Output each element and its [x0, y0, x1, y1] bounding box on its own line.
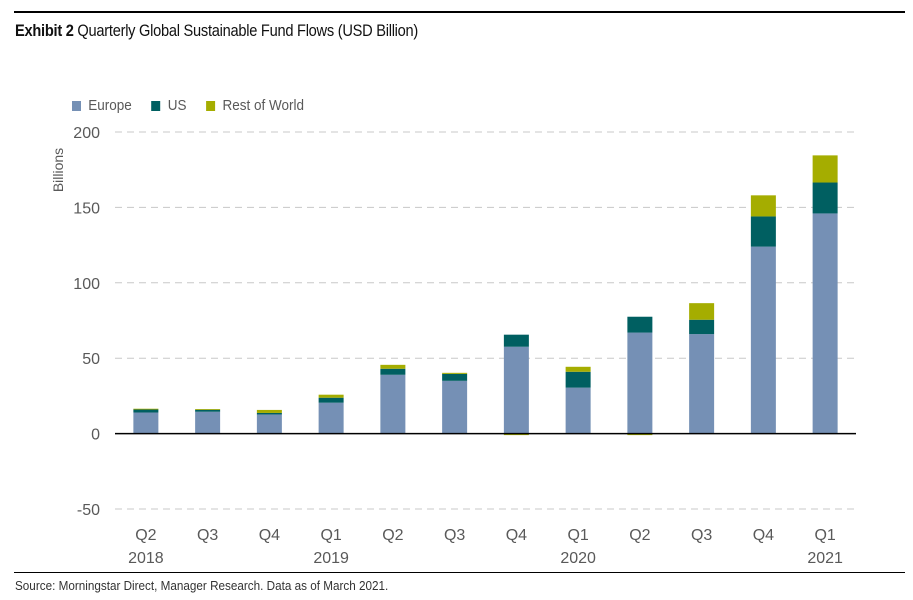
bottom-rule	[14, 572, 905, 573]
y-tick-label: 100	[73, 276, 100, 293]
title-text: Quarterly Global Sustainable Fund Flows …	[77, 21, 419, 40]
legend-label-europe: Europe	[88, 97, 132, 114]
bar-segment-europe	[442, 380, 468, 434]
bars	[133, 155, 838, 436]
y-tick-label: 150	[73, 200, 100, 217]
gridlines	[115, 131, 856, 510]
bar-segment-europe	[195, 411, 221, 434]
bar-segment-europe	[380, 374, 406, 434]
bar-segment-rest-of-world	[133, 408, 159, 410]
bar-segment-us	[750, 216, 776, 247]
bar-segment-rest-of-world	[689, 303, 715, 320]
x-tick-label-quarter: Q3	[444, 527, 465, 544]
legend-item-rest-of-world: Rest of World	[206, 97, 304, 114]
x-tick-label-quarter: Q1	[320, 527, 341, 544]
bar-segment-rest-of-world	[318, 394, 344, 398]
bar-segment-rest-of-world	[442, 372, 468, 374]
y-tick-label: 50	[82, 351, 100, 368]
x-tick-label-quarter: Q2	[135, 527, 156, 544]
bar-segment-us	[812, 182, 838, 214]
bar-segment-us	[133, 409, 159, 413]
bar-segment-europe	[256, 414, 282, 434]
bar-segment-us	[442, 373, 468, 381]
bar-segment-europe	[565, 387, 591, 434]
x-tick-label-year: 2020	[560, 550, 596, 567]
legend-label-us: US	[167, 97, 187, 114]
bar-segment-us	[627, 316, 653, 333]
bar-segment-rest-of-world	[503, 433, 529, 436]
x-tick-label-quarter: Q4	[259, 527, 280, 544]
x-axis-ticks: Q2 2018 Q3 Q4 Q1 2019 Q2 Q3 Q4 Q1 2020 Q2 Q3 Q4 Q1 2021	[128, 527, 843, 567]
bar-segment-rest-of-world	[195, 409, 221, 410]
bar-segment-rest-of-world	[812, 155, 838, 183]
legend: Europe US Rest of World	[72, 97, 304, 114]
bar-segment-europe	[812, 213, 838, 434]
legend-swatch-rest-of-world	[206, 100, 216, 111]
bar-segment-europe	[627, 332, 653, 434]
bar-segment-rest-of-world	[565, 366, 591, 372]
legend-swatch-us	[151, 100, 161, 111]
chart-title: Exhibit 2 Quarterly Global Sustainable F…	[15, 21, 418, 41]
y-tick-label: 200	[73, 125, 100, 142]
legend-label-rest-of-world: Rest of World	[222, 97, 305, 114]
bar-segment-rest-of-world	[380, 364, 406, 369]
bar-segment-us	[565, 371, 591, 388]
bar-segment-europe	[133, 412, 159, 434]
bar-segment-rest-of-world	[627, 433, 653, 436]
bar-segment-europe	[689, 334, 715, 434]
x-tick-label-quarter: Q4	[506, 527, 527, 544]
bar-segment-us	[318, 397, 344, 403]
x-tick-label-year: 2018	[128, 550, 164, 567]
x-tick-label-year: 2021	[807, 550, 843, 567]
exhibit-label: Exhibit 2	[15, 21, 74, 40]
x-tick-label-quarter: Q2	[629, 527, 650, 544]
x-tick-label-quarter: Q1	[814, 527, 835, 544]
bar-segment-europe	[318, 402, 344, 434]
x-tick-label-year: 2019	[313, 550, 349, 567]
y-tick-label: -50	[77, 502, 100, 519]
bar-segment-rest-of-world	[750, 195, 776, 217]
x-tick-label-quarter: Q2	[382, 527, 403, 544]
legend-swatch-europe	[72, 100, 81, 111]
bar-segment-europe	[503, 346, 529, 434]
bar-segment-us	[503, 334, 529, 347]
bar-segment-us	[256, 412, 282, 415]
y-axis-ticks: 200 150 100 50 0 -50	[73, 125, 100, 519]
source-note: Source: Morningstar Direct, Manager Rese…	[15, 578, 389, 593]
legend-item-europe: Europe	[72, 97, 132, 114]
x-tick-label-quarter: Q1	[567, 527, 588, 544]
bar-segment-us	[380, 368, 406, 375]
top-rule	[14, 11, 905, 13]
x-tick-label-quarter: Q3	[691, 527, 712, 544]
y-tick-label: 0	[91, 427, 100, 444]
bar-segment-us	[689, 319, 715, 335]
x-tick-label-quarter: Q3	[197, 527, 218, 544]
bar-segment-us	[195, 409, 221, 412]
y-axis-label: Billions	[50, 148, 66, 192]
legend-item-us: US	[151, 97, 187, 114]
bar-segment-rest-of-world	[256, 409, 282, 413]
bar-segment-europe	[750, 246, 776, 434]
x-tick-label-quarter: Q4	[753, 527, 774, 544]
